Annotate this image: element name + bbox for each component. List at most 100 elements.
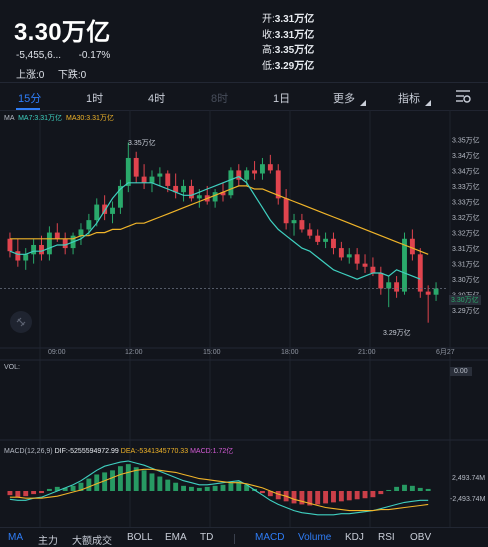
candle-body bbox=[173, 185, 179, 193]
candle-body bbox=[212, 192, 218, 202]
candle-body bbox=[244, 170, 250, 180]
tab-8h[interactable]: 8时 bbox=[211, 93, 229, 105]
tab-more[interactable]: 更多 bbox=[333, 90, 367, 106]
candle-body bbox=[165, 173, 171, 186]
tab-indicators[interactable]: 指标 bbox=[398, 90, 432, 106]
candle-body bbox=[386, 282, 392, 289]
ma-legend-title: MA bbox=[4, 115, 15, 122]
macd-histogram-bar bbox=[7, 491, 13, 496]
candle-body bbox=[267, 164, 273, 171]
tab-rsi[interactable]: RSI bbox=[378, 532, 395, 543]
caret-down-icon bbox=[360, 100, 367, 106]
candle-body bbox=[228, 170, 234, 196]
candle-body bbox=[188, 185, 194, 199]
price-axis-label: 3.34万亿 bbox=[452, 151, 480, 160]
candle-body bbox=[425, 291, 431, 295]
candle-body bbox=[46, 232, 52, 255]
macd-histogram-bar bbox=[46, 488, 52, 491]
candle-body bbox=[31, 244, 37, 255]
change-percent: -0.17% bbox=[78, 50, 111, 61]
price-axis-label: 3.34万亿 bbox=[452, 166, 480, 175]
tab-1d[interactable]: 1日 bbox=[273, 93, 291, 105]
tab-separator bbox=[234, 534, 235, 544]
tab-macd[interactable]: MACD bbox=[255, 532, 285, 543]
macd-histogram-bar bbox=[402, 484, 407, 491]
macd-histogram-bar bbox=[204, 486, 210, 491]
candle-body bbox=[291, 220, 297, 224]
candle-body bbox=[15, 251, 21, 261]
candle-body bbox=[338, 248, 344, 258]
time-axis-label: 09:00 bbox=[48, 349, 66, 356]
vol-axis-label: 0.00 bbox=[450, 367, 472, 376]
candle-body bbox=[62, 238, 68, 249]
macd-histogram-bar bbox=[86, 478, 92, 491]
candle-body bbox=[117, 185, 123, 208]
macd-histogram-bar bbox=[346, 491, 352, 501]
tab-volume[interactable]: Volume bbox=[298, 532, 332, 543]
macd-histogram-bar bbox=[110, 470, 115, 491]
candle-body bbox=[299, 220, 305, 230]
macd-legend: MACD(12,26,9) DIF:-5255594972.99 DEA:-53… bbox=[4, 446, 233, 456]
candle-body bbox=[196, 195, 202, 199]
tab-boll[interactable]: BOLL bbox=[127, 532, 153, 543]
macd-histogram-bar bbox=[181, 485, 186, 491]
price-axis-label: 3.35万亿 bbox=[452, 135, 480, 144]
candle-body bbox=[54, 232, 60, 239]
tab-kdj[interactable]: KDJ bbox=[345, 532, 364, 543]
macd-histogram-bar bbox=[31, 491, 37, 495]
candle-body bbox=[283, 198, 289, 224]
tab-ema[interactable]: EMA bbox=[165, 532, 187, 543]
macd-histogram-bar bbox=[236, 481, 242, 491]
tab-large-trades[interactable]: 大额成交 bbox=[72, 536, 112, 547]
candle-body bbox=[181, 185, 186, 193]
tab-td[interactable]: TD bbox=[200, 532, 214, 543]
dif-line bbox=[9, 460, 429, 516]
vol-legend: VOL: bbox=[4, 364, 20, 371]
candle-body bbox=[236, 170, 242, 180]
kline-chart[interactable]: 3.35万亿 3.34万亿 3.34万亿 3.33万亿 3.33万亿 3.32万亿 3.32… bbox=[0, 110, 488, 528]
macd-histogram-bar bbox=[94, 474, 100, 491]
change-absolute: -5,455,6... bbox=[16, 50, 62, 61]
chart-settings-icon bbox=[456, 90, 471, 103]
candle-body bbox=[133, 157, 139, 177]
dif-value: DIF:-5255594972.99 bbox=[54, 448, 119, 455]
dea-line bbox=[9, 468, 429, 512]
price-axis-label: 3.33万亿 bbox=[452, 182, 480, 191]
time-axis-label: 21:00 bbox=[358, 349, 376, 356]
tab-main-force[interactable]: 主力 bbox=[38, 536, 58, 547]
time-axis: 09:00 12:00 15:00 18:00 21:00 6月27 bbox=[48, 348, 455, 356]
tab-4h[interactable]: 4时 bbox=[148, 93, 166, 105]
macd-histogram-bar bbox=[133, 467, 139, 491]
macd-histogram-bar bbox=[220, 484, 226, 491]
macd-histogram-bar bbox=[386, 489, 392, 491]
candle-body bbox=[417, 254, 423, 292]
macd-histogram-bar bbox=[157, 476, 163, 491]
price-axis-label: 3.32万亿 bbox=[452, 213, 480, 222]
macd-histogram-bar bbox=[394, 486, 400, 491]
stat-close: 收:3.31万亿 bbox=[262, 29, 315, 41]
price-axis-label: 3.31万亿 bbox=[452, 260, 480, 269]
tab-obv[interactable]: OBV bbox=[410, 532, 432, 543]
tab-ma[interactable]: MA bbox=[8, 532, 23, 543]
candle-body bbox=[102, 204, 108, 214]
macd-histogram-bar bbox=[315, 491, 321, 505]
macd-histogram-bar bbox=[102, 472, 108, 491]
macd-histogram-bar bbox=[299, 491, 305, 505]
crosshair-button[interactable] bbox=[10, 311, 32, 333]
candle-body bbox=[354, 254, 360, 264]
chart-settings-button[interactable] bbox=[455, 89, 471, 106]
high-annotation: 3.35万亿 bbox=[128, 140, 156, 147]
candle-body bbox=[23, 254, 29, 261]
tab-15m[interactable]: 15分 bbox=[18, 93, 42, 105]
macd-axis-bottom: -2,493.74M bbox=[450, 496, 486, 503]
candle-body bbox=[220, 192, 226, 196]
macd-histogram-bar bbox=[291, 491, 297, 504]
candle-body bbox=[409, 238, 415, 255]
down-count: 下跌:0 bbox=[57, 70, 87, 81]
tab-1h[interactable]: 1时 bbox=[86, 93, 104, 105]
macd-histogram-bar bbox=[338, 491, 344, 502]
candle-body bbox=[7, 238, 13, 252]
ma30-line bbox=[9, 185, 429, 255]
macd-histogram-bar bbox=[307, 491, 313, 506]
macd-histogram-bar bbox=[228, 482, 234, 491]
